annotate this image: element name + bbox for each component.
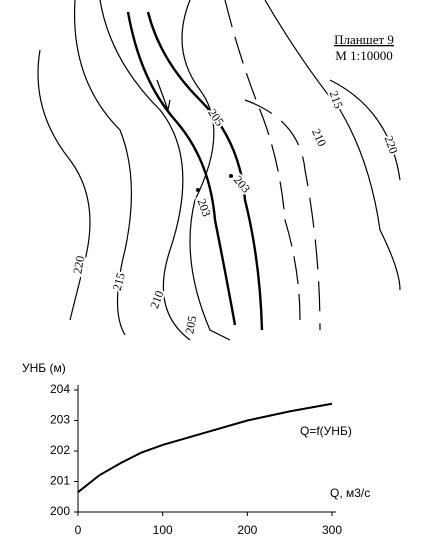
contour [224,0,301,321]
point [196,188,200,192]
contour-label: 203 [195,197,214,219]
contour-label: 220 [382,134,401,156]
x-tick-label: 0 [75,523,82,537]
x-axis-label: Q, м3/с [330,486,370,500]
y-tick-label: 200 [50,504,70,518]
point [229,174,233,178]
contour-label: 215 [110,271,128,292]
contour [37,49,91,321]
flow-arrow [156,79,171,112]
contour-label: 210 [309,126,329,148]
contour [181,0,231,341]
x-tick-label: 300 [322,523,342,537]
y-tick-label: 204 [50,382,70,396]
y-tick-label: 202 [50,443,70,457]
map-scale: М 1:10000 [335,48,392,63]
contour [264,0,401,291]
y-tick-label: 201 [50,474,70,488]
contour-label: 203 [231,173,253,196]
y-tick-label: 203 [50,413,70,427]
contour-label: 215 [327,89,346,111]
chart: УНБ (м) Q, м3/с Q=f(УНБ) 200 201 202 203 204… [22,361,370,537]
contour-map: Планшет 9 М 1:10000 [37,0,401,341]
y-axis-label: УНБ (м) [22,361,66,375]
x-tick-label: 100 [153,523,173,537]
map-title: Планшет 9 [334,32,394,47]
contour [73,0,133,336]
contour-label: 220 [70,255,87,275]
x-tick-label: 200 [237,523,257,537]
contour [329,79,401,181]
river-bank [146,11,264,331]
river-bank [126,11,237,326]
contour [244,99,321,331]
contour [99,0,191,341]
annotation: Q=f(УНБ) [300,424,352,438]
curve [77,402,333,493]
contour-label: 205 [182,315,199,335]
